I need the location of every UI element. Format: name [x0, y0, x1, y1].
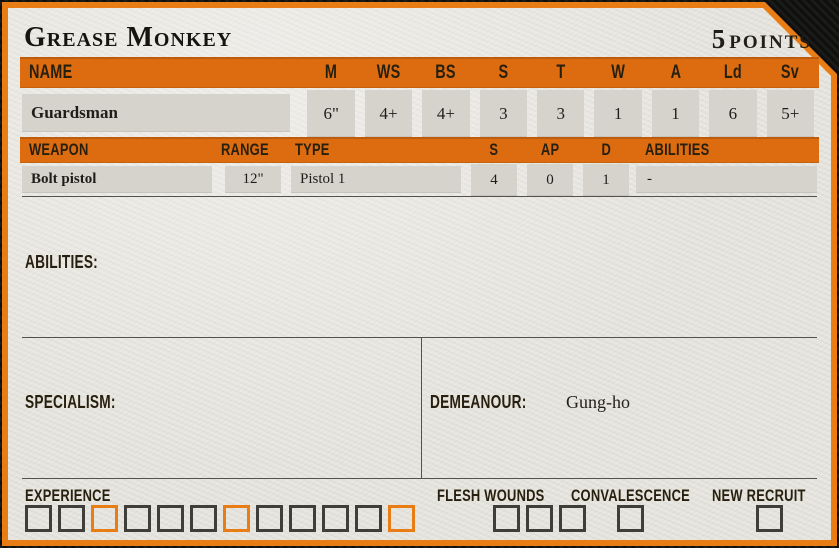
stats-header-t: T	[556, 61, 566, 83]
weapon-name: Bolt pistol	[22, 166, 212, 193]
model-name: Guardsman	[22, 94, 291, 132]
stat-value-s: 3	[479, 90, 528, 137]
weapons-header-range: RANGE	[221, 140, 269, 159]
convalescence-label: CONVALESCENCE	[571, 486, 691, 505]
weapon-abilities: -	[636, 166, 817, 193]
stats-header-bs: BS	[435, 61, 457, 83]
checkbox[interactable]	[526, 505, 553, 532]
weapons-header-type: TYPE	[295, 140, 330, 159]
stat-value-t: 3	[537, 90, 585, 137]
weapon-damage: 1	[583, 164, 629, 196]
checkbox[interactable]	[58, 505, 85, 532]
checkbox[interactable]	[91, 505, 118, 532]
abilities-label: ABILITIES:	[25, 252, 98, 272]
new-recruit-label: NEW RECRUIT	[712, 486, 806, 505]
weapon-table-divider	[22, 196, 817, 197]
checkbox[interactable]	[190, 505, 217, 532]
points-value: 5	[711, 24, 726, 54]
weapon-row: Bolt pistol 12" Pistol 1 4 0 1 -	[20, 164, 819, 196]
checkbox[interactable]	[223, 505, 250, 532]
experience-label: EXPERIENCE	[25, 486, 111, 505]
points-label: POINTS	[729, 32, 812, 53]
stat-value-a: 1	[651, 90, 700, 137]
stats-header-ws: WS	[376, 61, 401, 83]
stat-value-ld: 6	[709, 90, 757, 137]
stat-value-sv: 5+	[766, 90, 814, 137]
demeanour-label: DEMEANOUR:	[430, 392, 527, 412]
stats-header-sv: Sv	[781, 61, 800, 83]
checkbox[interactable]	[322, 505, 349, 532]
weapons-header-bar: WEAPON RANGE TYPE S AP D ABILITIES	[20, 137, 819, 163]
weapons-header-d: D	[601, 140, 611, 159]
checkbox[interactable]	[289, 505, 316, 532]
convalescence-boxes	[617, 505, 644, 532]
checkbox[interactable]	[355, 505, 382, 532]
stats-header-m: M	[325, 61, 338, 83]
stats-header-w: W	[611, 61, 626, 83]
weapons-header-ap: AP	[540, 140, 560, 159]
weapon-strength: 4	[471, 164, 517, 196]
checkbox[interactable]	[559, 505, 586, 532]
divider-vertical	[421, 337, 422, 478]
stats-header-name: NAME	[29, 61, 73, 83]
checkbox[interactable]	[25, 505, 52, 532]
checkbox[interactable]	[493, 505, 520, 532]
weapons-header-weapon: WEAPON	[29, 140, 89, 159]
stats-header-s: S	[498, 61, 509, 83]
divider	[22, 478, 817, 479]
weapon-ap: 0	[527, 164, 573, 196]
checkbox[interactable]	[756, 505, 783, 532]
stats-row: Guardsman 6" 4+ 4+ 3 3 1 1 6 5+	[20, 90, 819, 137]
demeanour-value: Gung-ho	[566, 392, 630, 412]
checkbox[interactable]	[157, 505, 184, 532]
stat-value-w: 1	[594, 90, 642, 137]
divider	[22, 337, 817, 338]
checkbox[interactable]	[388, 505, 415, 532]
weapon-range: 12"	[225, 166, 281, 193]
stats-header-ld: Ld	[723, 61, 742, 83]
weapons-header-s: S	[489, 140, 499, 159]
points-badge: 5 POINTS	[712, 24, 812, 55]
flesh-wounds-boxes	[493, 505, 586, 532]
stat-value-bs: 4+	[422, 90, 470, 137]
stat-value-ws: 4+	[364, 90, 413, 137]
weapons-header-abilities: ABILITIES	[645, 140, 710, 159]
new-recruit-boxes	[756, 505, 783, 532]
specialism-label: SPECIALISM:	[25, 392, 116, 412]
flesh-wounds-label: FLESH WOUNDS	[437, 486, 545, 505]
experience-boxes	[25, 505, 415, 532]
checkbox[interactable]	[256, 505, 283, 532]
checkbox[interactable]	[124, 505, 151, 532]
weapon-type: Pistol 1	[291, 166, 461, 193]
checkbox[interactable]	[617, 505, 644, 532]
stats-header-bar: NAME M WS BS S T W A Ld Sv	[20, 57, 819, 88]
card-title: Grease Monkey	[24, 22, 233, 53]
stat-value-m: 6"	[307, 90, 355, 137]
stats-header-a: A	[670, 61, 681, 83]
